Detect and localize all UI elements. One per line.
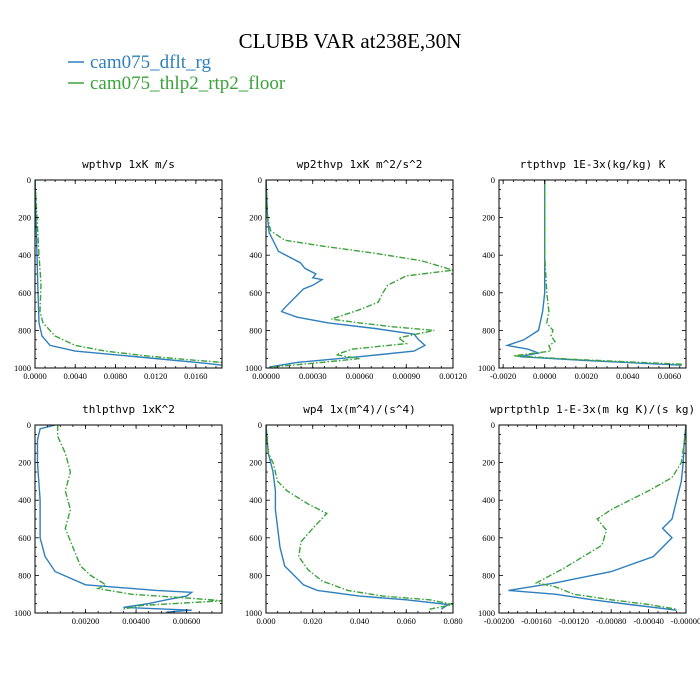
x-tick-label: 0.0060 bbox=[658, 371, 681, 381]
panel-1: wp2thvp 1xK m^2/s^2020040060080010000.00… bbox=[245, 158, 467, 381]
x-tick-label: -0.00080 bbox=[596, 616, 626, 626]
y-tick-label: 1000 bbox=[245, 608, 262, 618]
y-tick-label: 800 bbox=[249, 570, 262, 580]
y-tick-label: 200 bbox=[482, 213, 495, 223]
series-line-0 bbox=[508, 425, 686, 611]
y-tick-label: 600 bbox=[249, 533, 262, 543]
series-line-1 bbox=[266, 180, 453, 368]
x-tick-label: 0.0000 bbox=[23, 371, 46, 381]
x-tick-label: 0.0000 bbox=[533, 371, 556, 381]
series-line-1 bbox=[534, 425, 686, 610]
series-line-0 bbox=[35, 180, 222, 366]
y-tick-label: 0 bbox=[491, 420, 495, 430]
series-line-1 bbox=[266, 425, 453, 610]
y-tick-label: 800 bbox=[249, 325, 262, 335]
y-tick-label: 600 bbox=[482, 533, 495, 543]
y-tick-label: 0 bbox=[258, 175, 262, 185]
panel-title: wp2thvp 1xK m^2/s^2 bbox=[297, 158, 423, 171]
figure-title: CLUBB VAR at238E,30N bbox=[239, 29, 462, 53]
y-tick-label: 0 bbox=[27, 175, 31, 185]
x-tick-label: 0.080 bbox=[443, 616, 462, 626]
x-tick-label: 0.060 bbox=[397, 616, 416, 626]
x-tick-label: 0.000 bbox=[256, 616, 275, 626]
legend-label-floor: cam075_thlp2_rtp2_floor bbox=[90, 73, 286, 94]
panel-title: wpthvp 1xK m/s bbox=[82, 158, 175, 171]
x-tick-label: -0.00200 bbox=[484, 616, 514, 626]
x-tick-label: -0.00120 bbox=[559, 616, 589, 626]
y-tick-label: 400 bbox=[482, 495, 495, 505]
x-tick-label: 0.00600 bbox=[173, 616, 201, 626]
y-tick-label: 800 bbox=[482, 325, 495, 335]
panel-title: rtpthvp 1E-3x(kg/kg) K bbox=[520, 158, 666, 171]
panel-3: thlpthvp 1xK^2 0 200 400 600 800 1000 0.00200 0.… bbox=[14, 403, 223, 626]
panel-frame bbox=[34, 424, 223, 614]
y-tick-label: 200 bbox=[18, 458, 31, 468]
y-tick-label: 0 bbox=[491, 175, 495, 185]
panel-frame bbox=[498, 179, 687, 369]
x-tick-label: 0.00400 bbox=[122, 616, 150, 626]
series-line-0 bbox=[266, 180, 427, 368]
x-tick-label: -0.0020 bbox=[490, 371, 516, 381]
y-tick-label: 200 bbox=[18, 213, 31, 223]
panel-title: thlpthvp 1xK^2 bbox=[82, 403, 175, 416]
y-tick-label: 800 bbox=[18, 325, 31, 335]
series-line-0 bbox=[36, 425, 194, 613]
x-tick-label: 0.0020 bbox=[575, 371, 598, 381]
x-tick-label: 0.0160 bbox=[184, 371, 207, 381]
y-tick-label: 400 bbox=[18, 495, 31, 505]
y-tick-label: 600 bbox=[18, 533, 31, 543]
x-tick-label: 0.00060 bbox=[346, 371, 374, 381]
series-line-0 bbox=[266, 425, 451, 610]
y-tick-label: 400 bbox=[249, 495, 262, 505]
x-tick-label: 0.0080 bbox=[104, 371, 127, 381]
x-tick-label: -0.00160 bbox=[521, 616, 551, 626]
x-tick-label: 0.0040 bbox=[64, 371, 87, 381]
y-tick-label: 400 bbox=[249, 250, 262, 260]
y-tick-label: 800 bbox=[482, 570, 495, 580]
panel-frame bbox=[498, 424, 687, 614]
y-tick-label: 0 bbox=[258, 420, 262, 430]
y-tick-label: 1000 bbox=[245, 363, 262, 373]
x-tick-label: 0.00090 bbox=[392, 371, 420, 381]
series-line-1 bbox=[513, 180, 682, 365]
y-tick-label: 800 bbox=[18, 570, 31, 580]
x-tick-label: 0.00200 bbox=[72, 616, 100, 626]
y-tick-label: 1000 bbox=[478, 363, 495, 373]
x-tick-label: -0.00000 bbox=[671, 616, 700, 626]
y-tick-label: 1000 bbox=[14, 363, 31, 373]
y-tick-label: 600 bbox=[482, 288, 495, 298]
y-tick-label: 200 bbox=[249, 213, 262, 223]
y-tick-label: 400 bbox=[482, 250, 495, 260]
y-tick-label: 1000 bbox=[478, 608, 495, 618]
y-tick-label: 200 bbox=[249, 458, 262, 468]
panel-frame bbox=[265, 424, 454, 614]
series-line-0 bbox=[504, 180, 682, 366]
panel-title: wprtpthlp 1-E-3x(m kg K)/(s kg) bbox=[490, 403, 695, 416]
x-tick-label: 0.0040 bbox=[616, 371, 639, 381]
x-tick-label: 0.00030 bbox=[299, 371, 327, 381]
x-tick-label: 0.020 bbox=[303, 616, 322, 626]
x-tick-label: 0.040 bbox=[350, 616, 369, 626]
series-line-1 bbox=[35, 180, 222, 364]
y-tick-label: 600 bbox=[18, 288, 31, 298]
panel-5: wprtpthlp 1-E-3x(m kg K)/(s kg) 0 200 400 60… bbox=[478, 403, 700, 626]
x-tick-label: -0.00040 bbox=[633, 616, 663, 626]
x-tick-label: 0.00120 bbox=[439, 371, 467, 381]
x-tick-label: 0.0120 bbox=[144, 371, 167, 381]
x-tick-label: 0.00000 bbox=[252, 371, 280, 381]
y-tick-label: 200 bbox=[482, 458, 495, 468]
y-tick-label: 400 bbox=[18, 250, 31, 260]
y-tick-label: 1000 bbox=[14, 608, 31, 618]
panel-title: wp4 1x(m^4)/(s^4) bbox=[303, 403, 416, 416]
y-tick-label: 0 bbox=[27, 420, 31, 430]
legend: cam075_dflt_rg cam075_thlp2_rtp2_floor bbox=[68, 52, 286, 94]
panel-2: rtpthvp 1E-3x(kg/kg) K 0 200 400 600 800 1000-… bbox=[478, 158, 687, 381]
y-tick-label: 600 bbox=[249, 288, 262, 298]
legend-label-dflt: cam075_dflt_rg bbox=[90, 52, 212, 73]
series-line-1 bbox=[57, 425, 222, 610]
